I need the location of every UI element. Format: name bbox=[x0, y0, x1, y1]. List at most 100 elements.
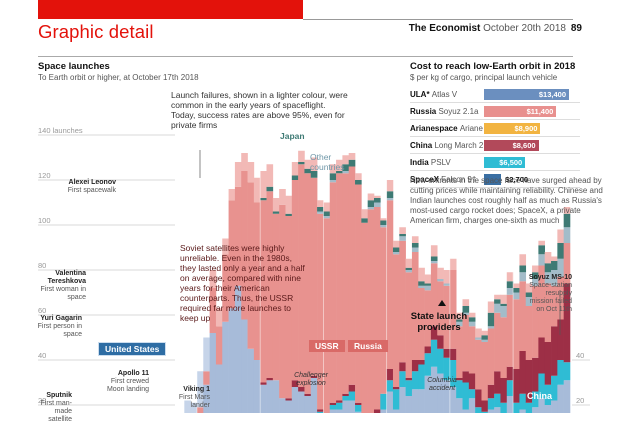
bar-segment-us bbox=[538, 398, 546, 413]
cost-bar: $2,700 bbox=[484, 174, 528, 185]
bar-segment-europe bbox=[355, 405, 362, 412]
bar-segment-japan bbox=[329, 173, 337, 180]
bar-segment-other bbox=[494, 303, 501, 313]
bar-segment-china bbox=[481, 400, 489, 412]
bar-segment-ussr-russia bbox=[475, 339, 482, 390]
bar-segment-failures bbox=[538, 240, 546, 246]
bar-segment-other bbox=[342, 171, 350, 174]
vehicle-name: Ariane 5 bbox=[459, 124, 490, 133]
bar-segment-ussr-russia bbox=[487, 328, 495, 385]
bar-segment-ussr-russia bbox=[285, 216, 293, 399]
bar-segment-ussr-russia bbox=[551, 285, 558, 327]
bar-segment-china bbox=[386, 369, 394, 381]
provider-name: Arianespace bbox=[410, 124, 460, 133]
publication-name: The Economist bbox=[408, 23, 481, 34]
bar-segment-failures bbox=[405, 258, 413, 268]
bar-segment-china bbox=[342, 393, 350, 396]
vehicle-name: Long March 2D bbox=[434, 141, 490, 150]
bar-segment-europe bbox=[342, 396, 350, 401]
bar-segment-china bbox=[405, 378, 413, 381]
cost-bar: $11,400 bbox=[484, 106, 557, 117]
bar-segment-china bbox=[456, 378, 463, 381]
tereshkova-name: Valentina Tereshkova bbox=[47, 270, 86, 285]
cost-chart-subtitle: $ per kg of cargo, principal launch vehi… bbox=[410, 73, 558, 82]
bar-segment-china bbox=[291, 380, 299, 387]
apollo-annotation: Apollo 11 First crewed Moon landing bbox=[105, 370, 149, 394]
bar-segment-failures bbox=[424, 274, 432, 284]
bar-segment-failures bbox=[291, 162, 299, 176]
cost-value-label: $2,700 bbox=[505, 175, 529, 184]
bar-segment-other bbox=[405, 270, 413, 273]
bar-segment-failures bbox=[544, 252, 552, 264]
bar-segment-failures bbox=[392, 240, 400, 248]
bar-segment-japan bbox=[310, 171, 318, 178]
bar-segment-ussr-russia bbox=[405, 272, 413, 378]
bar-segment-us bbox=[310, 378, 318, 413]
bar-segment-china bbox=[443, 348, 451, 358]
bar-segment-ussr-russia bbox=[266, 191, 274, 378]
bar-segment-china bbox=[449, 348, 457, 360]
cost-row: ULA* Atlas V $13,400 bbox=[410, 88, 580, 103]
bar-segment-japan bbox=[430, 256, 438, 261]
bar-segment-japan bbox=[500, 303, 508, 306]
provider-name: Russia bbox=[410, 107, 439, 116]
cost-row: China Long March 2D $8,600 bbox=[410, 139, 580, 154]
bar-segment-china bbox=[506, 366, 514, 381]
bar-segment-us bbox=[532, 407, 539, 413]
bar-segment-failures bbox=[253, 177, 261, 203]
bar-segment-other bbox=[424, 285, 432, 291]
bar-segment-china bbox=[462, 371, 470, 383]
bar-segment-japan bbox=[494, 299, 501, 304]
bar-segment-other bbox=[519, 272, 527, 282]
bar-segment-other bbox=[443, 283, 451, 286]
bar-segment-us bbox=[443, 380, 451, 413]
bar-segment-europe bbox=[437, 348, 444, 374]
bar-segment-other bbox=[500, 306, 508, 318]
bar-segment-china bbox=[468, 373, 476, 390]
leonov-desc: First spacewalk bbox=[67, 187, 116, 194]
bar-segment-other bbox=[437, 279, 444, 282]
bar-segment-ussr-russia bbox=[557, 276, 564, 320]
bar-segment-ussr-russia bbox=[228, 200, 236, 309]
bar-segment-japan bbox=[348, 159, 356, 167]
bar-segment-us bbox=[241, 319, 248, 413]
bar-segment-failures bbox=[336, 159, 343, 171]
vehicle-name: Soyuz 2.1a bbox=[438, 107, 479, 116]
bar-segment-other bbox=[481, 339, 489, 342]
bar-segment-ussr-russia bbox=[563, 243, 571, 284]
vehicle-name: PSLV bbox=[430, 158, 451, 167]
bar-segment-us bbox=[247, 348, 255, 413]
cost-value-label: $8,900 bbox=[514, 124, 538, 133]
bar-segment-ussr-russia bbox=[418, 288, 425, 360]
bar-segment-failures bbox=[348, 153, 356, 160]
bar-segment-other bbox=[317, 211, 324, 214]
bar-segment-failures bbox=[310, 157, 318, 171]
bar-segment-ussr-russia bbox=[532, 285, 539, 358]
bar-segment-us bbox=[380, 409, 387, 413]
bar-segment-failures bbox=[494, 294, 501, 300]
bar-segment-china bbox=[304, 393, 312, 396]
tereshkova-desc: First woman in space bbox=[40, 286, 86, 301]
bar-segment-ussr-russia bbox=[260, 200, 267, 383]
soyuz-desc: Space-station resupply mission failed on… bbox=[529, 282, 572, 313]
bar-segment-failures bbox=[247, 162, 255, 183]
bar-segment-china bbox=[475, 389, 482, 408]
bar-segment-japan bbox=[462, 306, 470, 313]
tereshkova-annotation: Valentina Tereshkova First woman in spac… bbox=[20, 270, 86, 302]
bar-segment-europe bbox=[411, 371, 419, 390]
bar-segment-china bbox=[285, 398, 293, 401]
bar-segment-failures bbox=[342, 155, 350, 165]
bar-segment-us bbox=[563, 380, 571, 413]
launch-chart-title: Space launches bbox=[38, 61, 110, 72]
bar-segment-us bbox=[272, 380, 280, 413]
bar-segment-ussr-russia bbox=[525, 306, 533, 360]
bar-segment-other bbox=[475, 337, 482, 340]
bar-segment-japan bbox=[519, 265, 527, 273]
bar-segment-ussr-russia bbox=[272, 213, 280, 381]
bar-segment-failures bbox=[279, 189, 286, 205]
bar-segment-other bbox=[374, 202, 381, 207]
bar-segment-china bbox=[487, 384, 495, 399]
bar-segment-europe bbox=[525, 402, 533, 413]
bar-segment-japan bbox=[481, 335, 489, 340]
vehicle-name: Falcon 9† bbox=[441, 175, 477, 184]
